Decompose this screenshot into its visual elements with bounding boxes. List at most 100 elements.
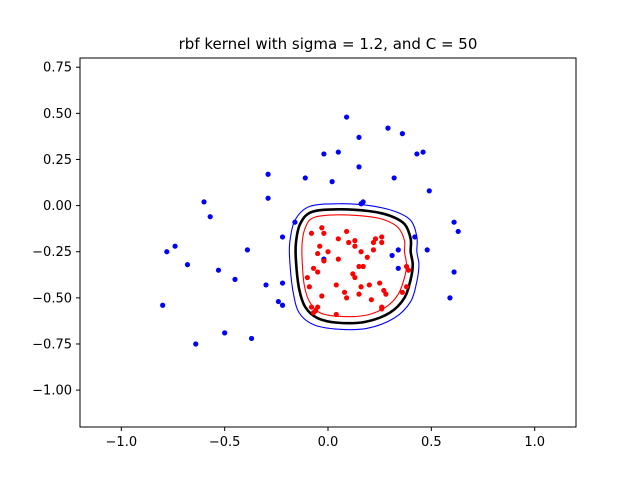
scatter-point-series-0 (356, 134, 362, 140)
x-tick-label: 1.0 (524, 435, 545, 450)
x-tick-label: 0.5 (421, 435, 442, 450)
scatter-point-series-1 (335, 256, 341, 262)
scatter-point-series-1 (358, 249, 364, 255)
scatter-point-series-1 (406, 267, 412, 273)
scatter-point-series-0 (329, 179, 335, 185)
scatter-point-series-1 (341, 289, 348, 295)
scatter-point-series-0 (248, 335, 255, 342)
y-tick-label: 0.25 (43, 153, 72, 168)
y-tick-label: −0.50 (32, 291, 72, 306)
scatter-point-series-1 (344, 295, 350, 301)
scatter-point-series-0 (207, 214, 213, 220)
scatter-point-series-0 (279, 234, 286, 240)
contour-margin-inner (301, 214, 408, 318)
scatter-point-series-0 (279, 302, 286, 308)
plot-area (79, 57, 577, 428)
scatter-point-series-0 (420, 149, 426, 155)
scatter-point-series-1 (379, 306, 385, 312)
scatter-point-series-0 (344, 114, 350, 120)
scatter-point-series-1 (368, 297, 374, 303)
scatter-point-series-1 (308, 304, 315, 310)
scatter-point-series-1 (383, 291, 389, 297)
scatter-point-series-0 (222, 330, 228, 336)
scatter-point-series-0 (201, 199, 207, 205)
y-tick-label: −0.75 (32, 337, 72, 352)
scatter-point-series-0 (385, 125, 391, 131)
scatter-point-series-1 (360, 263, 366, 270)
scatter-point-series-1 (366, 282, 372, 288)
scatter-point-series-0 (451, 269, 457, 275)
scatter-point-series-1 (317, 243, 323, 249)
scatter-point-series-1 (370, 239, 377, 246)
y-tick-label: 0.50 (43, 107, 72, 122)
scatter-point-series-1 (358, 284, 364, 290)
y-tick-label: −0.25 (32, 245, 72, 260)
scatter-point-series-0 (412, 234, 418, 240)
scatter-point-series-1 (304, 274, 310, 281)
scatter-point-series-0 (447, 295, 453, 301)
scatter-point-series-0 (451, 219, 457, 225)
scatter-point-series-0 (265, 171, 271, 177)
scatter-point-series-0 (164, 249, 170, 255)
scatter-point-series-1 (321, 258, 327, 264)
scatter-point-series-1 (306, 284, 312, 290)
scatter-point-series-0 (275, 298, 281, 305)
scatter-point-series-0 (279, 280, 286, 286)
x-tick-label: 0.0 (318, 435, 339, 450)
scatter-point-series-1 (377, 280, 383, 286)
scatter-point-series-0 (321, 151, 327, 157)
scatter-point-series-1 (379, 234, 385, 240)
scatter-point-series-0 (395, 265, 401, 271)
scatter-point-series-0 (455, 228, 461, 235)
scatter-point-series-1 (379, 239, 385, 246)
scatter-point-series-0 (184, 262, 191, 268)
scatter-point-series-1 (308, 230, 315, 236)
scatter-point-series-0 (172, 243, 178, 249)
y-tick-label: 0.75 (43, 61, 72, 76)
points-layer (160, 114, 461, 347)
scatter-point-series-1 (310, 265, 317, 271)
scatter-point-series-0 (395, 247, 401, 253)
scatter-point-series-0 (263, 282, 269, 288)
scatter-point-series-1 (335, 236, 341, 242)
scatter-point-series-1 (333, 311, 339, 318)
scatter-point-series-0 (265, 195, 271, 201)
y-tick-label: −1.00 (32, 384, 72, 399)
x-tick-label: −1.0 (106, 435, 138, 450)
contour-layer (288, 203, 420, 331)
scatter-point-series-1 (403, 284, 410, 290)
scatter-point-series-0 (426, 188, 432, 194)
scatter-point-series-0 (193, 341, 199, 347)
chart-title: rbf kernel with sigma = 1.2, and C = 50 (179, 35, 478, 53)
scatter-point-series-0 (389, 252, 395, 259)
scatter-point-series-0 (424, 247, 430, 253)
scatter-point-series-0 (302, 175, 308, 181)
scatter-point-series-1 (346, 239, 352, 246)
scatter-point-series-1 (325, 249, 331, 255)
scatter-point-series-1 (333, 282, 339, 288)
scatter-point-series-0 (335, 149, 341, 155)
scatter-point-series-1 (319, 293, 325, 299)
scatter-point-series-1 (352, 274, 358, 281)
scatter-point-series-0 (414, 151, 420, 157)
y-axis: 0.75 0.50 0.25 0.00 −0.25 −0.50 −0.75 −1.00 (32, 61, 80, 399)
scatter-point-series-1 (356, 263, 362, 270)
scatter-point-series-1 (356, 291, 362, 297)
scatter-point-series-0 (160, 302, 166, 308)
scatter-point-series-0 (244, 247, 250, 253)
scatter-point-series-0 (391, 175, 397, 181)
scatter-point-series-0 (356, 164, 362, 170)
scatter-point-series-1 (310, 310, 317, 316)
scatter-point-series-1 (352, 243, 358, 249)
x-axis: −1.0 −0.5 0.0 0.5 1.0 (106, 427, 545, 450)
scatter-point-series-1 (321, 230, 327, 236)
x-tick-label: −0.5 (209, 435, 241, 450)
scatter-point-series-0 (292, 219, 298, 225)
scatter-point-series-0 (399, 131, 405, 137)
y-tick-label: 0.00 (43, 199, 72, 214)
scatter-point-series-1 (399, 289, 405, 295)
scatter-point-series-1 (364, 254, 370, 260)
scatter-point-series-1 (344, 228, 350, 235)
